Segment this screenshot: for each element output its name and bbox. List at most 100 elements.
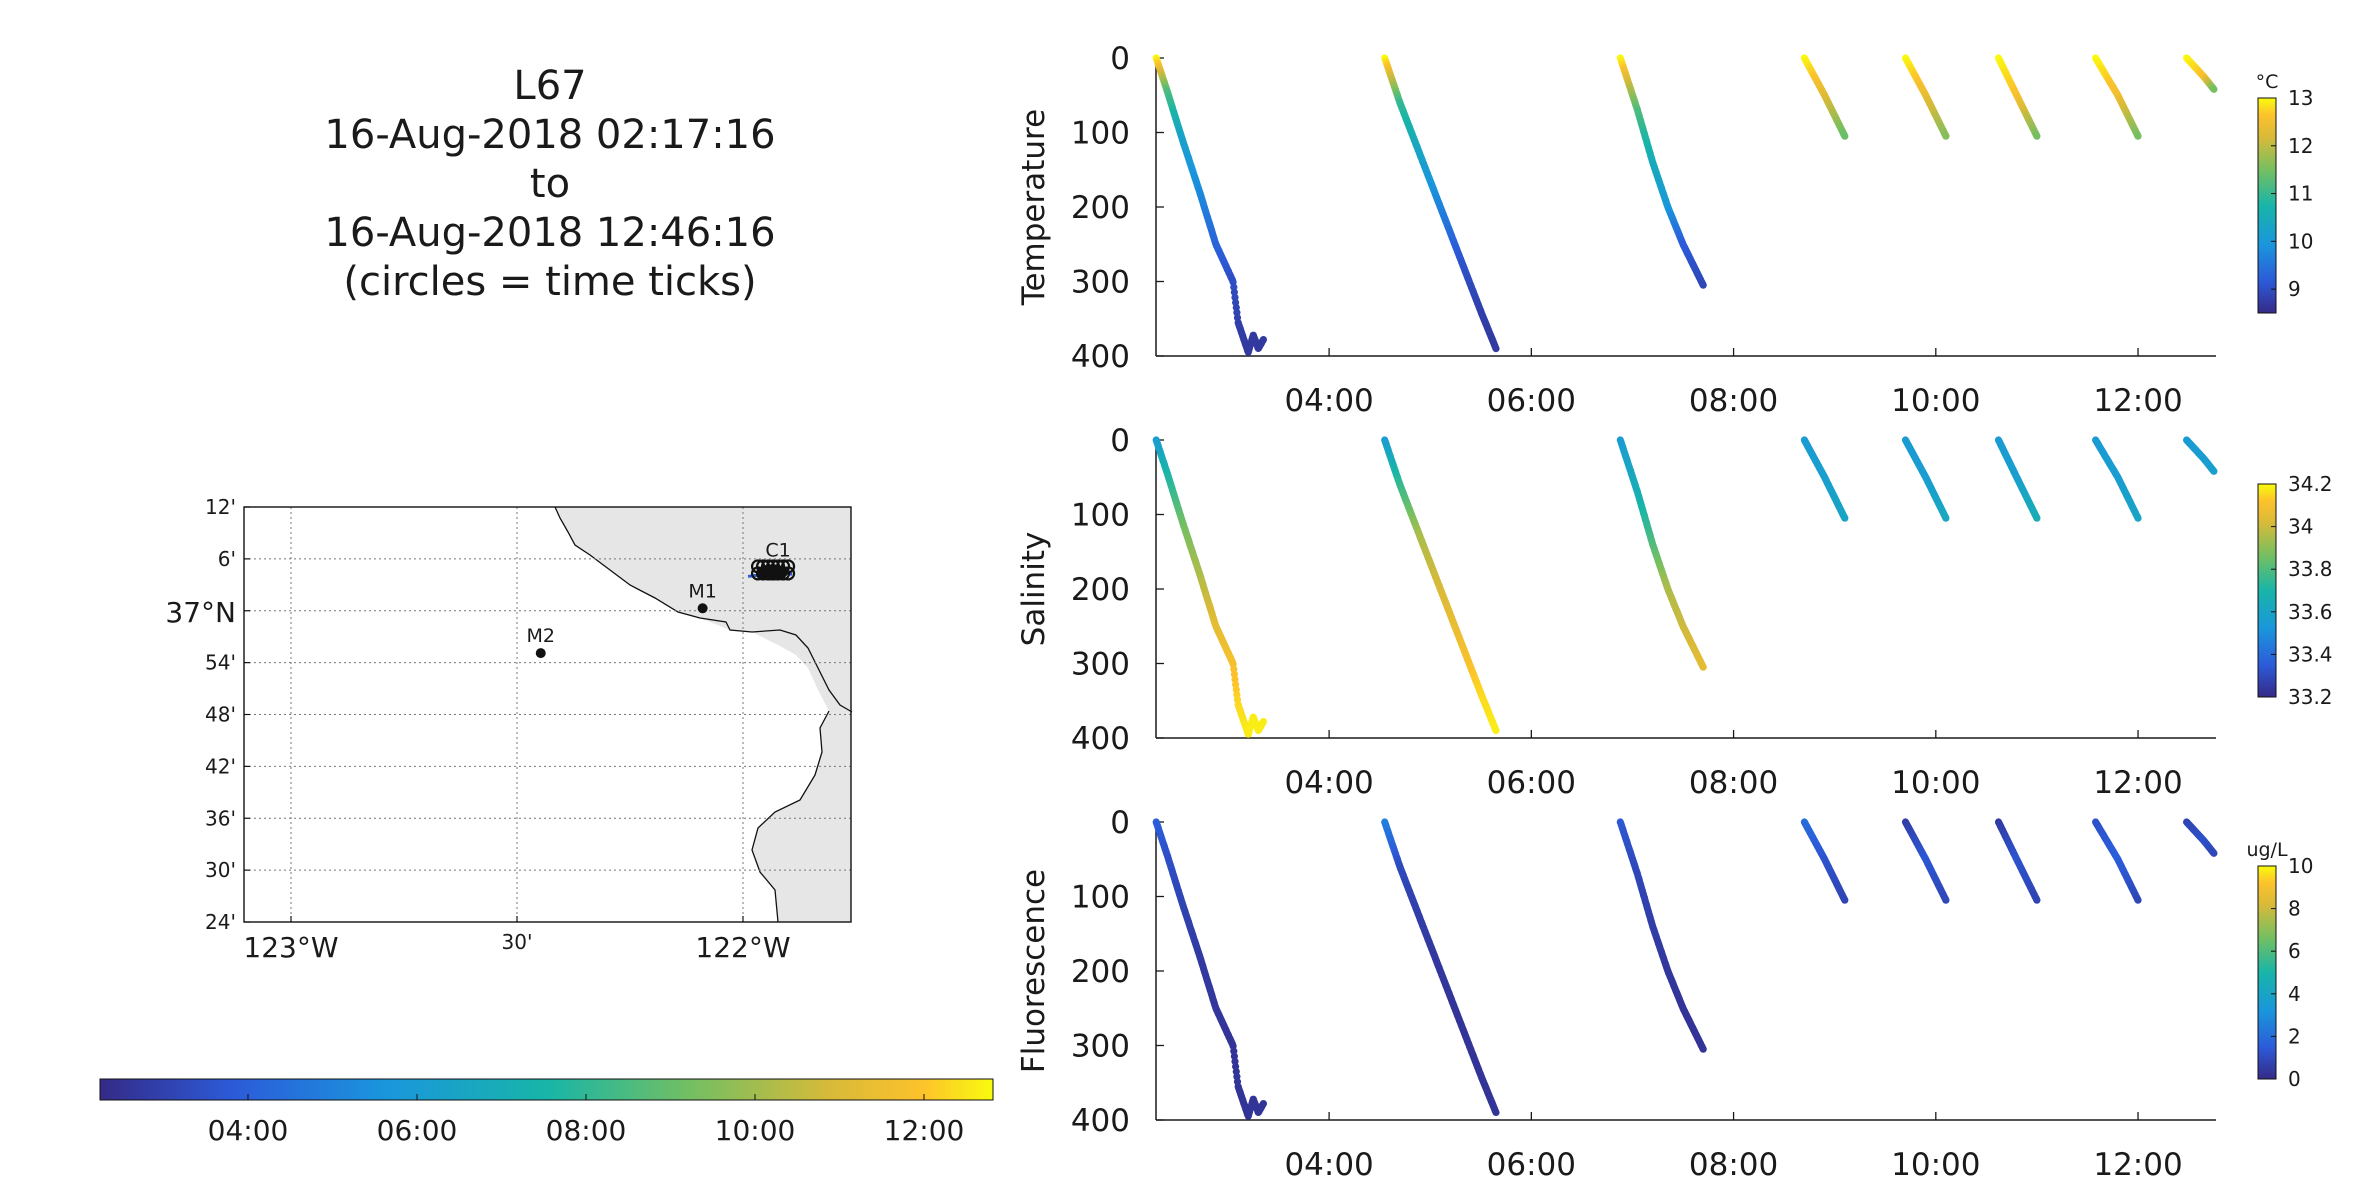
profile-series [1381,818,1500,1117]
y-tick-label: 200 [1071,954,1130,990]
x-tick-label: 12:00 [2093,383,2182,419]
profile-series [1152,54,1267,356]
x-tick-label: 04:00 [1284,383,1373,419]
profile-series [1381,436,1500,735]
data-point [2033,132,2041,140]
colorbar-tick-label: 10 [2288,854,2313,878]
mooring-label: M2 [527,625,555,647]
colorbar-tick-label: 34.2 [2288,472,2333,496]
title-line-start: 16-Aug-2018 02:17:16 [324,112,776,158]
y-tick-label: 300 [1071,647,1130,683]
profile-series [1616,436,1707,671]
mooring-label: C1 [765,539,790,561]
x-tick-label: 12:00 [2093,765,2182,801]
colorbar-tick-label: 8 [2288,897,2301,921]
data-point [1699,1045,1707,1053]
colorbar-tick-label: 6 [2288,939,2301,963]
x-tick-label: 10:00 [1891,383,1980,419]
title-line-note: (circles = time ticks) [343,259,757,305]
data-point [2134,896,2142,904]
x-tick-label: 10:00 [1891,765,1980,801]
map-lat-label: 37°N [165,596,236,629]
time-colorbar-tick-label: 04:00 [208,1114,289,1147]
colorbar-gradient [2257,865,2277,1080]
x-tick-label: 08:00 [1689,383,1778,419]
colorbar-tick-label: 11 [2288,182,2313,206]
data-point [1942,514,1950,522]
mooring-marker [535,648,546,659]
colorbar: 13 12 11 10 9 °C [2256,71,2313,314]
map-lat-label: 42' [205,754,236,778]
colorbar-gradient [2257,483,2277,698]
time-colorbar-tick-label: 06:00 [377,1114,458,1147]
y-tick-label: 100 [1071,880,1130,916]
mooring-label: M1 [688,580,716,602]
colorbar-unit: ug/L [2246,839,2288,861]
profile-series [1901,54,1950,140]
profile-series [1381,54,1500,353]
y-tick-label: 0 [1110,805,1130,841]
x-tick-label: 12:00 [2093,1147,2182,1181]
profile-series [2183,54,2218,93]
x-tick-label: 08:00 [1689,765,1778,801]
profile-series [1616,54,1707,289]
y-tick-label: 0 [1110,423,1130,459]
profile-series [1152,436,1267,738]
coastline [554,506,853,923]
colorbar-tick-label: 33.8 [2288,557,2333,581]
map-panel: 12' 6' 37°N 54' 48' 42' 36' 30' 24' 123°W 30' 122°W… [165,495,853,964]
data-point [2134,132,2142,140]
x-tick-label: 06:00 [1487,1147,1576,1181]
profile-series [2092,436,2142,522]
colorbar-gradient [2257,97,2277,314]
map-lat-label: 48' [205,703,236,727]
colorbar-tick-label: 10 [2288,229,2313,253]
y-tick-label: 200 [1071,572,1130,608]
map-lat-label: 12' [205,495,236,519]
y-tick-label: 200 [1071,190,1130,226]
data-point [2210,467,2218,475]
profile-series [2183,818,2218,857]
map-lat-label: 54' [205,651,236,675]
time-colorbar-tick-label: 08:00 [546,1114,627,1147]
data-point [1492,345,1500,353]
colorbar-tick-label: 13 [2288,86,2313,110]
map-lat-label: 24' [205,910,236,934]
map-lon-label: 30' [502,930,533,954]
profile-series [1152,818,1267,1120]
mooring-markers: M2 M1 C1 [527,539,791,659]
colorbar-tick-label: 9 [2288,277,2301,301]
colorbar: 10 8 6 4 2 0 ug/L [2246,839,2313,1091]
data-point [2033,896,2041,904]
y-tick-label: 400 [1071,1103,1130,1139]
profile-series [1800,436,1849,522]
profile-series [2092,54,2142,140]
panel-salinity: 0 100 200 300 400 04:00 06:00 08:00 10:00 12:00 Sa… [1016,423,2333,801]
y-tick-label: 300 [1071,265,1130,301]
y-tick-label: 300 [1071,1029,1130,1065]
mooring-marker [697,603,708,614]
y-tick-label: 0 [1110,41,1130,77]
x-tick-label: 06:00 [1487,765,1576,801]
profile-series [1800,54,1849,140]
profile-series [1901,818,1950,904]
time-colorbar-tick-label: 10:00 [715,1114,796,1147]
data-point [1841,514,1849,522]
data-point [1942,896,1950,904]
y-axis-label: Temperature [1016,109,1052,306]
y-tick-label: 100 [1071,116,1130,152]
x-tick-label: 08:00 [1689,1147,1778,1181]
profile-series [1994,436,2041,522]
colorbar-tick-label: 33.6 [2288,600,2333,624]
profile-series [1994,818,2041,904]
profile-series [1994,54,2041,140]
time-colorbar-gradient [99,1078,994,1101]
x-tick-label: 04:00 [1284,765,1373,801]
colorbar-tick-label: 2 [2288,1024,2301,1048]
y-tick-label: 400 [1071,721,1130,757]
title-line-to: to [529,161,571,207]
colorbar: 34.2 34 33.8 33.6 33.4 33.2 [2257,472,2333,709]
